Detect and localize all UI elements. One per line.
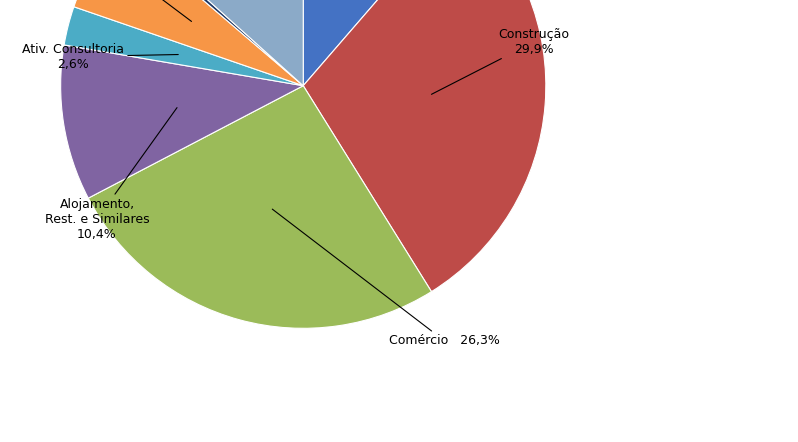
Wedge shape: [61, 45, 303, 198]
Wedge shape: [89, 86, 432, 328]
Text: Comércio   26,3%: Comércio 26,3%: [272, 209, 500, 347]
Wedge shape: [64, 7, 303, 86]
Text: Ativ.
Administrativas
6,0%: Ativ. Administrativas 6,0%: [61, 0, 192, 21]
Text: Construção
29,9%: Construção 29,9%: [432, 28, 569, 94]
Text: Ativ. Consultoria
2,6%: Ativ. Consultoria 2,6%: [22, 42, 178, 71]
Wedge shape: [303, 0, 462, 86]
Wedge shape: [74, 0, 303, 86]
Wedge shape: [123, 0, 303, 86]
Wedge shape: [119, 0, 303, 86]
Text: Alojamento,
Rest. e Similares
10,4%: Alojamento, Rest. e Similares 10,4%: [45, 108, 177, 240]
Wedge shape: [303, 0, 546, 292]
